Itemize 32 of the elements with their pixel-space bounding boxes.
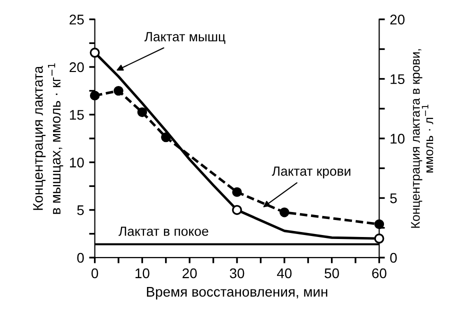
y-tick-label: 10 — [70, 158, 84, 168]
annotation: Лактат мышц — [144, 32, 226, 44]
y-tick-label: 20 — [70, 62, 84, 72]
y-tick-label: 15 — [70, 110, 84, 120]
x-axis-title: Время восстановления, мин — [146, 287, 328, 300]
y2-tick-label: 0 — [390, 252, 397, 263]
x-tick-label: 30 — [230, 268, 244, 278]
y-tick-label: 25 — [70, 14, 84, 24]
y2-axis-title: Концентрация лактата в крови, ммоль · л$^{−1}$ — [411, 49, 434, 228]
x-tick-label: 50 — [324, 268, 339, 278]
x-tick-label: 0 — [91, 268, 98, 278]
point — [374, 219, 384, 230]
y-tick-label: 5 — [77, 205, 84, 216]
y2-tick-label: 10 — [390, 134, 405, 144]
point — [280, 207, 290, 218]
point — [374, 234, 384, 244]
x-tick-label: 10 — [136, 268, 150, 278]
point — [90, 48, 100, 58]
point — [114, 86, 124, 96]
x-tick-label: 60 — [372, 268, 386, 278]
y2-tick-label: 15 — [390, 74, 404, 84]
x-tick-label: 20 — [182, 268, 197, 278]
x-tick-label: 40 — [276, 268, 292, 278]
annotation: Лактат крови — [272, 166, 350, 178]
point — [232, 204, 242, 215]
y-axis-title: Концентрация лактата в мышцах, ммоль · кг$^{−1}$ — [33, 63, 64, 214]
y2-tick-label: 5 — [390, 194, 397, 204]
y-tick-label: 0 — [77, 252, 84, 263]
ref-line-label: Лактат в покое — [118, 226, 208, 236]
point — [232, 187, 242, 197]
point — [137, 107, 148, 118]
y2-tick-label: 20 — [390, 14, 405, 24]
